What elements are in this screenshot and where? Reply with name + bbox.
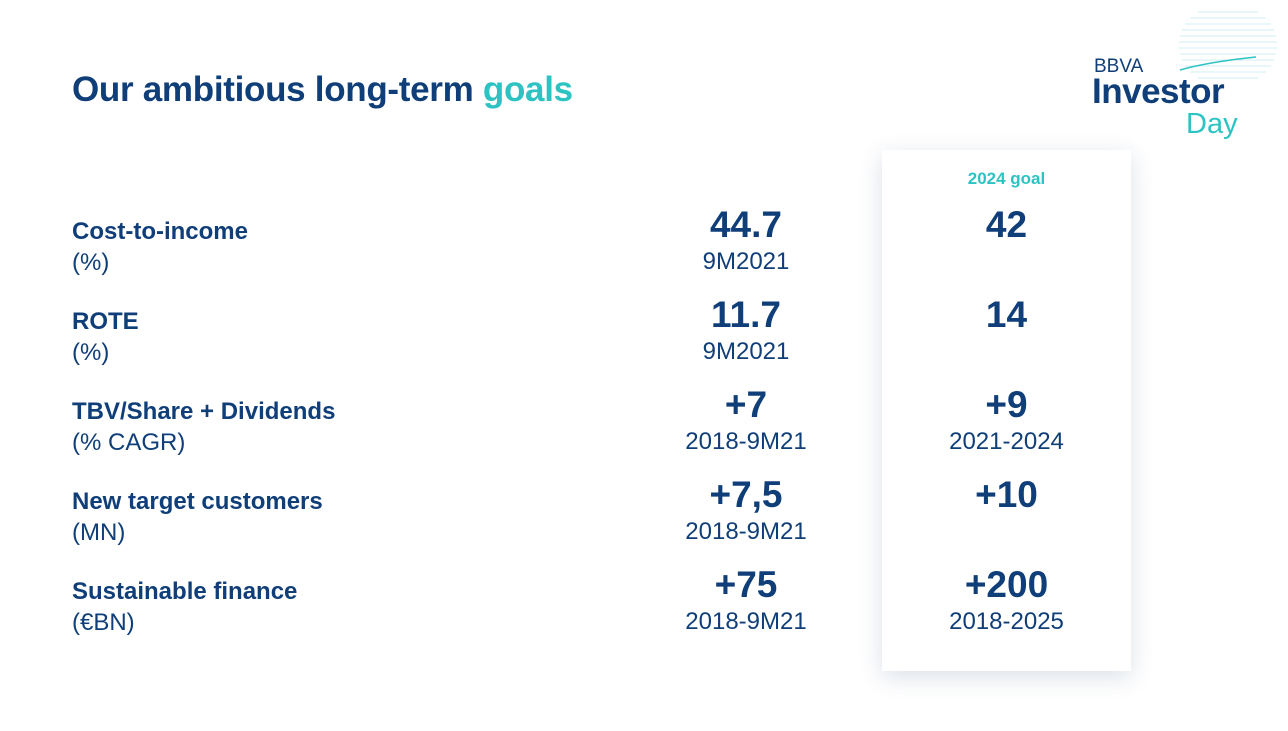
current-cell: 44.7 9M2021 <box>656 204 836 276</box>
goal-period: 2021-2024 <box>949 428 1064 455</box>
metric-unit: (%) <box>72 249 110 276</box>
goal-column-card <box>882 150 1131 671</box>
logo-investor-text: Investor <box>1092 72 1225 111</box>
bbva-investor-day-logo: BBVA Investor Day <box>1092 11 1277 144</box>
goal-value: +10 <box>975 474 1038 515</box>
goal-cell: +9 2021-2024 <box>882 384 1131 456</box>
metric-name: Sustainable finance <box>72 578 298 605</box>
goal-value: +9 <box>985 384 1028 425</box>
current-value: 11.7 <box>711 294 781 335</box>
metric-row-rote: ROTE (%) 11.7 9M2021 14 <box>0 294 1288 388</box>
metric-name: ROTE <box>72 308 139 335</box>
goal-cell: 42 <box>882 204 1131 248</box>
current-period: 2018-9M21 <box>685 608 807 635</box>
current-period: 9M2021 <box>702 338 790 365</box>
goal-value: 42 <box>985 204 1028 245</box>
metric-unit: (%) <box>72 339 110 366</box>
metric-row-cost-to-income: Cost-to-income (%) 44.7 9M2021 42 <box>0 204 1288 298</box>
title-main: Our ambitious long-term <box>72 70 474 109</box>
page-title: Our ambitious long-term goals <box>72 70 573 110</box>
logo-bbva-text: BBVA <box>1094 56 1144 77</box>
metric-name: TBV/Share + Dividends <box>72 398 336 425</box>
current-value: +7 <box>724 384 768 425</box>
goal-value: 14 <box>985 294 1028 335</box>
goal-cell: 14 <box>882 294 1131 338</box>
current-cell: +7 2018-9M21 <box>656 384 836 456</box>
metric-row-tbv-share-dividends: TBV/Share + Dividends (% CAGR) +7 2018-9… <box>0 384 1288 478</box>
goal-cell: +10 <box>882 474 1131 518</box>
current-value: 44.7 <box>709 204 782 245</box>
current-period: 2018-9M21 <box>685 428 807 455</box>
goal-value: +200 <box>964 564 1049 605</box>
metric-row-new-target-customers: New target customers (MN) +7,5 2018-9M21… <box>0 474 1288 568</box>
current-cell: +7,5 2018-9M21 <box>656 474 836 546</box>
current-value: +7,5 <box>709 474 783 515</box>
metric-unit: (€BN) <box>72 609 135 636</box>
current-period: 2018-9M21 <box>685 518 807 545</box>
current-cell: 11.7 9M2021 <box>656 294 836 366</box>
metric-name: New target customers <box>72 488 323 515</box>
title-accent: goals <box>482 70 573 109</box>
current-period: 9M2021 <box>702 248 790 275</box>
goal-column-header: 2024 goal <box>967 169 1046 188</box>
metric-row-sustainable-finance: Sustainable finance (€BN) +75 2018-9M21 … <box>0 564 1288 658</box>
metric-name: Cost-to-income <box>72 218 248 245</box>
logo-day-text: Day <box>1186 108 1238 140</box>
goal-cell: +200 2018-2025 <box>882 564 1131 636</box>
current-cell: +75 2018-9M21 <box>656 564 836 636</box>
metric-unit: (MN) <box>72 519 126 546</box>
metric-unit: (% CAGR) <box>72 429 186 456</box>
goal-period: 2018-2025 <box>949 608 1064 635</box>
current-value: +75 <box>714 564 778 605</box>
logo-lines-icon <box>1179 11 1277 79</box>
